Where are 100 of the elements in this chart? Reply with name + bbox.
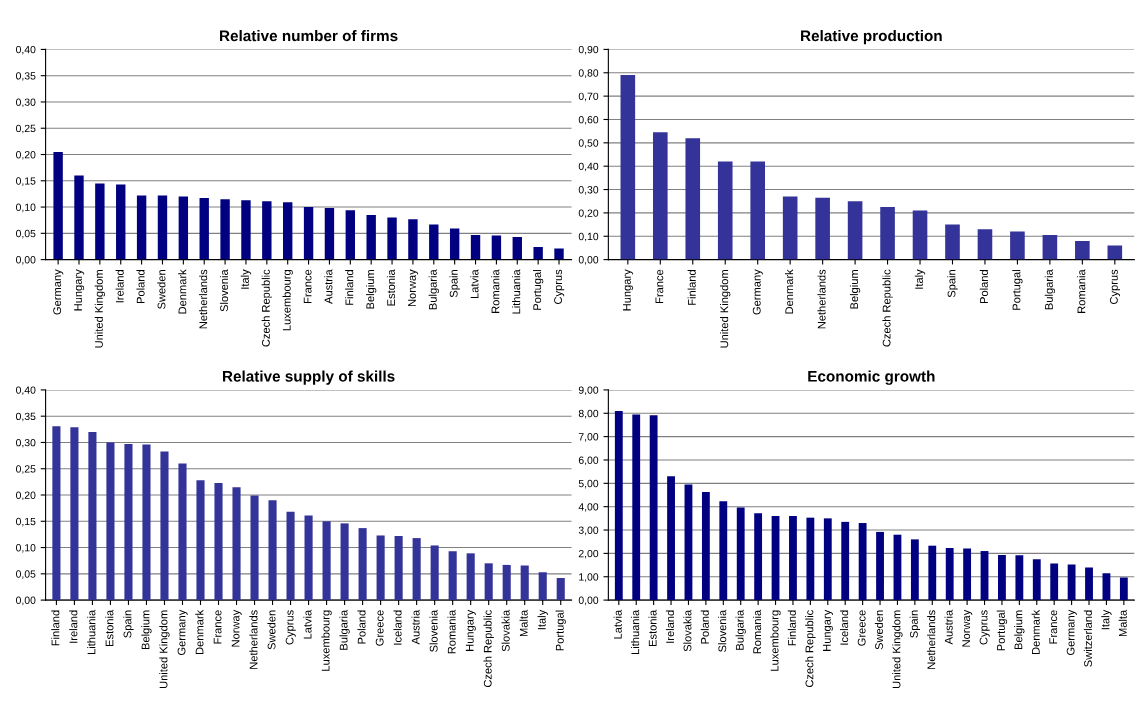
bar xyxy=(196,480,205,601)
bar xyxy=(178,463,187,601)
x-tick-label: Netherlands xyxy=(817,269,826,329)
bar xyxy=(1085,567,1093,601)
x-tick-label: United Kingdom xyxy=(159,610,170,689)
x-tick-label: Italy xyxy=(240,269,252,289)
bar xyxy=(340,523,349,601)
bar xyxy=(106,442,115,601)
x-tick-label: Romania xyxy=(1077,269,1086,313)
bar xyxy=(430,545,439,601)
y-tick-label: 0,35 xyxy=(16,412,36,422)
bar xyxy=(614,410,623,601)
bar xyxy=(178,196,189,260)
x-tick-label: Malta xyxy=(519,609,528,637)
bar xyxy=(1042,235,1058,260)
y-tick-label: 6,00 xyxy=(578,456,599,466)
y-tick-label: 0,50 xyxy=(578,139,599,148)
bar xyxy=(136,195,147,260)
bar xyxy=(1075,240,1090,260)
y-tick-label: 0,05 xyxy=(16,570,36,579)
x-tick-label: Greece xyxy=(857,610,866,646)
bar xyxy=(667,476,675,601)
x-tick-label: Cyprus xyxy=(554,269,565,304)
bar xyxy=(912,210,928,260)
y-tick-label: 0,40 xyxy=(578,162,599,172)
x-tick-label: France xyxy=(303,269,312,303)
y-tick-label: 8,00 xyxy=(578,409,599,419)
bar xyxy=(823,518,832,601)
x-tick-label: Sweden xyxy=(874,610,884,650)
bar xyxy=(520,565,529,601)
bar xyxy=(945,224,960,260)
bar xyxy=(142,444,151,601)
x-tick-label: Denmark xyxy=(1031,609,1040,654)
x-tick-label: Austria xyxy=(944,609,953,645)
x-tick-label: Spain xyxy=(123,610,134,638)
y-tick-label: 1,00 xyxy=(579,573,599,582)
bar xyxy=(199,198,209,260)
x-tick-label: Norway xyxy=(408,269,419,307)
bar xyxy=(717,161,733,260)
x-tick-label: Latvia xyxy=(470,269,479,299)
y-tick-label: 5,00 xyxy=(578,479,599,489)
x-tick-label: Poland xyxy=(136,270,145,304)
bar xyxy=(556,578,565,601)
y-tick-label: 2,00 xyxy=(578,549,599,559)
bar xyxy=(1050,563,1059,601)
bar xyxy=(429,224,439,260)
bar xyxy=(74,175,84,260)
x-tick-label: Belgium xyxy=(366,270,377,309)
x-tick-label: Estonia xyxy=(105,609,114,646)
x-tick-label: Netherlands xyxy=(199,269,208,329)
x-tick-label: Germany xyxy=(752,269,763,315)
bar xyxy=(847,201,863,260)
x-tick-label: Czech Republic xyxy=(805,610,816,688)
bar xyxy=(533,246,543,260)
x-tick-label: Slovakia xyxy=(501,609,510,652)
x-tick-label: Germany xyxy=(177,609,188,655)
bar xyxy=(684,484,693,601)
x-tick-label: Luxembourg xyxy=(321,610,332,671)
bar xyxy=(841,521,850,601)
x-tick-label: Greece xyxy=(375,610,384,646)
bar xyxy=(754,513,763,601)
bar xyxy=(214,482,223,601)
y-tick-label: 0,35 xyxy=(16,72,36,81)
x-tick-label: Bulgaria xyxy=(735,609,746,650)
chart-title: Relative production xyxy=(801,30,942,45)
bar xyxy=(220,199,230,260)
x-tick-label: Ireland xyxy=(69,610,78,643)
bar xyxy=(653,132,668,260)
bar xyxy=(449,228,460,260)
bar xyxy=(1010,231,1025,260)
x-tick-label: Germany xyxy=(53,269,64,315)
x-tick-label: Belgium xyxy=(1014,610,1025,650)
y-tick-label: 0,25 xyxy=(16,465,36,474)
bar xyxy=(620,75,636,260)
x-tick-label: Czech Republic xyxy=(882,269,893,347)
bar xyxy=(412,538,421,601)
y-tick-label: 0,15 xyxy=(16,517,36,527)
bar xyxy=(484,563,493,601)
y-tick-label: 0,60 xyxy=(578,115,599,125)
bar xyxy=(928,545,937,601)
bar xyxy=(394,535,403,601)
bar xyxy=(491,235,502,260)
x-tick-label: Spain xyxy=(947,270,958,298)
bar xyxy=(241,200,251,260)
y-tick-label: 7,00 xyxy=(578,433,599,442)
bar xyxy=(157,195,168,260)
bar xyxy=(1032,559,1041,601)
bar xyxy=(250,495,259,601)
bar xyxy=(538,572,547,601)
x-tick-label: Latvia xyxy=(613,609,622,639)
x-tick-label: Romania xyxy=(752,609,762,654)
bar xyxy=(649,415,658,601)
x-tick-label: Switzerland xyxy=(1083,610,1092,667)
bar xyxy=(366,214,376,260)
x-tick-label: Slovenia xyxy=(718,609,727,652)
bar xyxy=(1119,577,1128,601)
bar xyxy=(387,217,397,260)
bar xyxy=(782,196,798,260)
x-tick-label: Slovenia xyxy=(429,609,438,652)
x-tick-label: Lithuania xyxy=(631,609,640,655)
